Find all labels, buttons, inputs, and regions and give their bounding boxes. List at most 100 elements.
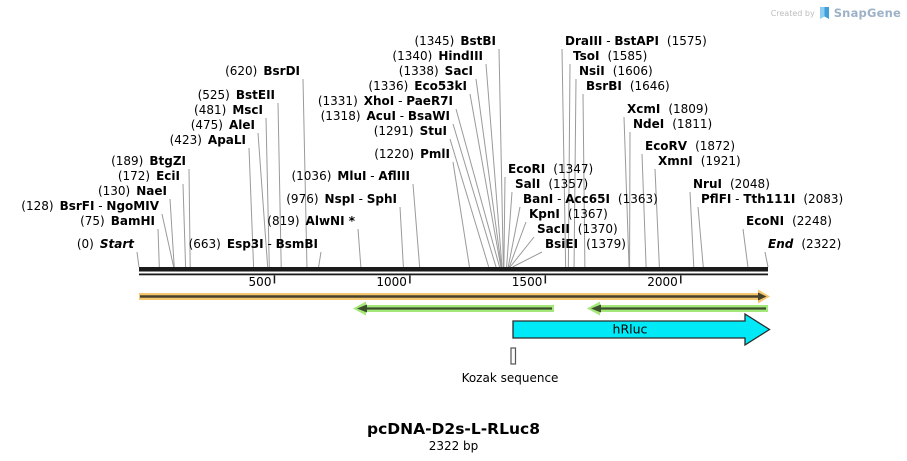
site-line-BamHI	[157, 228, 160, 268]
site-enzymes: NdeI	[633, 117, 665, 131]
site-line-BanI-Acc65I	[507, 206, 521, 268]
site-enzymes: BsrBI	[586, 79, 622, 93]
ruler-tick-label-2000: 2000	[647, 275, 678, 289]
site-position: (1370)	[577, 222, 618, 236]
site-line-EcoNI	[742, 228, 749, 268]
site-enzymes: Esp3I - BsmBI	[226, 237, 318, 251]
site-position: (130)	[97, 184, 131, 198]
site-line-BstBI	[498, 48, 504, 268]
site-position: (525)	[197, 88, 230, 102]
site-position: (2322)	[801, 237, 842, 251]
ruler-tick-2000	[680, 275, 682, 284]
ruler-tick-1000	[409, 275, 411, 284]
ruler-tick-label-1500: 1500	[511, 275, 543, 289]
site-label-EcoRV: EcoRV (1872)	[645, 140, 735, 153]
reverse-arrow-2	[587, 301, 768, 316]
site-label-DraIII-BstAPI: DraIII - BstAPI (1575)	[565, 35, 707, 48]
site-position: (1575)	[666, 34, 707, 48]
site-enzymes: End	[768, 237, 794, 251]
site-label-KpnI: KpnI (1367)	[529, 208, 608, 221]
site-enzymes: MscI	[232, 103, 263, 117]
site-label-ApaLI: (423) ApaLI	[170, 134, 246, 147]
site-line-ApaLI	[248, 147, 255, 268]
site-position: (1872)	[695, 139, 735, 153]
site-label-XcmI: XcmI (1809)	[627, 103, 708, 116]
site-position: (475)	[190, 118, 223, 132]
site-line-BsrDI	[302, 78, 308, 268]
site-label-NspI-SphI: (976) NspI - SphI	[286, 193, 397, 206]
site-label-MscI: (481) MscI	[194, 104, 263, 117]
site-position: (2248)	[792, 214, 832, 228]
site-line-NsiI	[573, 78, 577, 268]
site-label-AcuI-BsaWI: (1318) AcuI - BsaWI	[321, 110, 450, 123]
site-line-SacI	[475, 78, 502, 268]
site-position: (976)	[286, 192, 319, 206]
site-line-DraIII-BstAPI	[561, 48, 567, 268]
site-line-Eco53kI	[469, 93, 502, 268]
site-line-XmnI	[654, 168, 660, 268]
snapgene-brand-name: SnapGene	[833, 6, 901, 20]
site-line-AlwNI*	[357, 228, 362, 268]
site-label-NdeI: NdeI (1811)	[633, 118, 712, 131]
site-enzymes: ApaLI	[207, 133, 246, 147]
site-label-AleI: (475) AleI	[191, 119, 255, 132]
site-label-HindIII: (1340) HindIII	[392, 50, 483, 63]
site-position: (1585)	[607, 49, 648, 63]
site-line-BtgZI	[188, 168, 191, 268]
snapgene-branding: Created by SnapGene	[771, 6, 901, 20]
site-label-BamHI: (75) BamHI	[80, 215, 155, 228]
site-position: (1379)	[586, 237, 626, 251]
site-line-BsrFI-NgoMIV	[161, 213, 175, 268]
site-enzymes: BtgZI	[149, 154, 186, 168]
site-label-BstEII: (525) BstEII	[198, 89, 275, 102]
site-enzymes: EcoNI	[746, 214, 785, 228]
forward-span-arrow	[139, 289, 770, 304]
site-line-NaeI	[169, 198, 175, 268]
ruler-tick-1500	[544, 275, 547, 284]
ruler-line	[139, 273, 768, 276]
site-enzymes: MluI - AflIII	[337, 169, 410, 183]
site-enzymes: DraIII - BstAPI	[565, 34, 659, 48]
site-enzymes: HindIII	[438, 49, 483, 63]
site-enzymes: BsrFI - NgoMIV	[59, 199, 159, 213]
site-line-HindIII	[485, 63, 503, 268]
site-enzymes: PmlI	[420, 147, 450, 161]
site-label-XhoI-PaeR7I: (1331) XhoI - PaeR7I	[318, 95, 453, 108]
site-label-EcoRI: EcoRI (1347)	[508, 163, 593, 176]
site-label-BsiEI: BsiEI (1379)	[545, 238, 626, 251]
site-enzymes: SalI	[515, 177, 541, 191]
site-enzymes: NspI - SphI	[324, 192, 397, 206]
site-label-PmlI: (1220) PmlI	[374, 148, 450, 161]
site-enzymes: AleI	[228, 118, 255, 132]
site-position: (1340)	[392, 49, 433, 63]
site-label-BsrDI: (620) BsrDI	[225, 65, 300, 78]
site-position: (663)	[188, 237, 221, 251]
site-label-BsrBI: BsrBI (1646)	[586, 80, 670, 93]
site-line-AcuI-BsaWI	[452, 123, 497, 268]
site-line-Esp3I-BsmBI	[318, 251, 322, 268]
site-line-BsiEI	[512, 251, 543, 268]
site-label-BsrFI-NgoMIV: (128) BsrFI - NgoMIV	[21, 200, 159, 213]
site-position: (1363)	[617, 192, 658, 206]
ruler-tick-marks	[273, 275, 682, 284]
site-position: (620)	[225, 64, 258, 78]
site-label-NruI: NruI (2048)	[693, 178, 770, 191]
site-enzymes: XmnI	[658, 154, 693, 168]
site-position: (1921)	[700, 154, 741, 168]
site-line-SalI	[506, 191, 513, 268]
site-position: (1809)	[668, 102, 709, 116]
site-position: (2048)	[729, 177, 770, 191]
site-position: (481)	[194, 103, 227, 117]
site-line-AleI	[257, 132, 269, 268]
site-label-AlwNI*: (819) AlwNI *	[267, 215, 355, 228]
site-line-EciI	[182, 183, 187, 268]
site-label-Eco53kI: (1336) Eco53kI	[368, 80, 467, 93]
reverse-arrow-1	[353, 301, 554, 316]
site-line-NspI-SphI	[399, 206, 404, 268]
site-enzymes: BstBI	[460, 34, 496, 48]
site-enzymes: Start	[99, 237, 134, 251]
site-enzymes: SacII	[537, 222, 570, 236]
kozak-tick	[510, 347, 517, 365]
